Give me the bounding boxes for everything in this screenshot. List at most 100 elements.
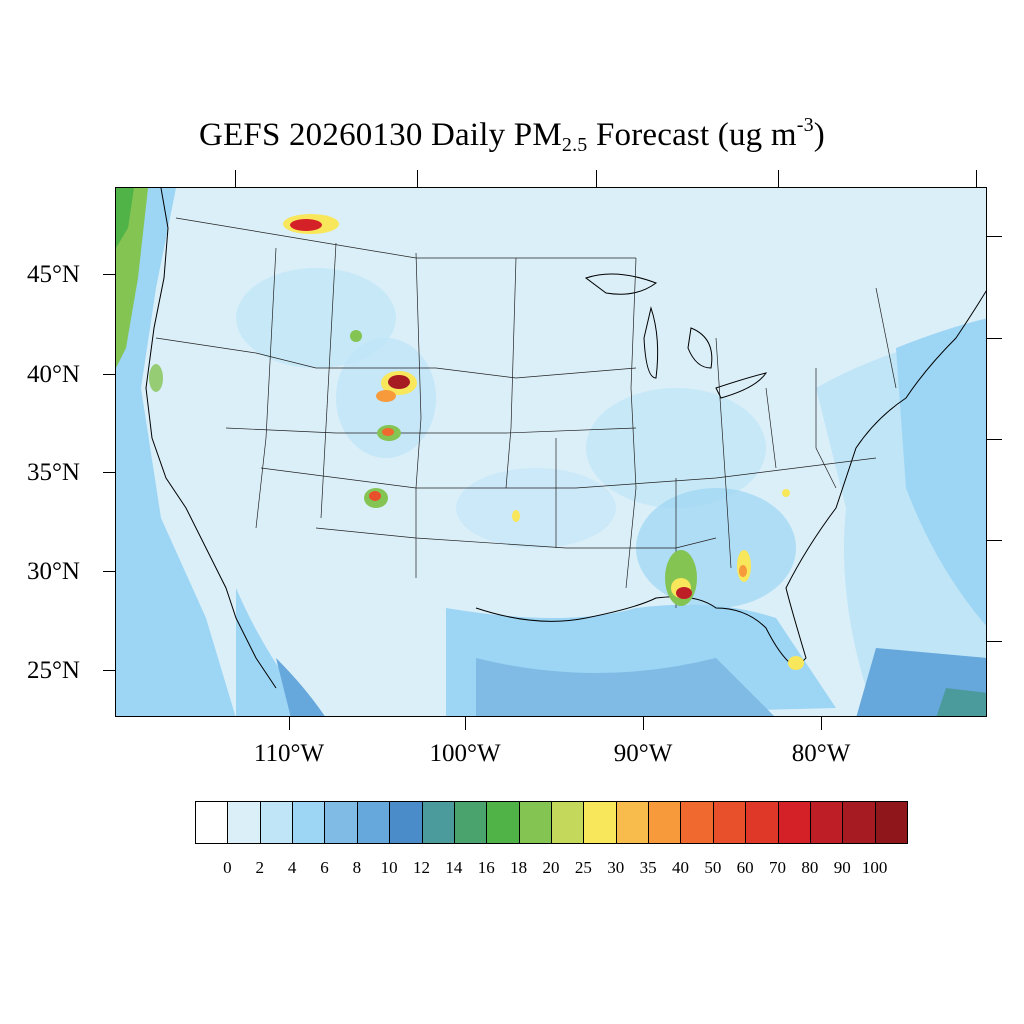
lon-tick-100 [465, 717, 466, 730]
colorbar-label: 2 [255, 858, 264, 877]
interior-patch-2 [456, 468, 616, 548]
colorbar-swatch [195, 801, 229, 844]
colorbar-label: 40 [671, 858, 689, 877]
top-tick-1 [235, 170, 236, 187]
colorbar-label: 70 [769, 858, 787, 877]
colorbar-label: 25 [574, 858, 592, 877]
colorbar-label: 50 [704, 858, 722, 877]
colorbar-swatch [292, 801, 326, 844]
gulf-of-california [236, 588, 315, 716]
colorbar-swatch [453, 801, 488, 844]
colorbar [195, 801, 908, 845]
colorbar-label: 30 [607, 858, 625, 877]
colorbar-label: 35 [639, 858, 657, 877]
colorbar-label: 14 [445, 858, 463, 877]
lat-tick-25 [103, 670, 115, 671]
lake-huron [687, 327, 713, 369]
colorbar-swatch [745, 801, 779, 844]
map-canvas [116, 188, 986, 716]
lat-tick-40 [103, 374, 115, 375]
top-tick-5 [976, 170, 977, 187]
colorbar-label: 80 [801, 858, 819, 877]
colorbar-label: 16 [477, 858, 495, 877]
hotspot-california [149, 364, 163, 392]
colorbar-swatch [809, 801, 844, 844]
lon-tick-90 [643, 717, 644, 730]
pm25-map [115, 187, 987, 717]
map-title: GEFS 20260130 Daily PM2.5 Forecast (ug m… [199, 114, 825, 156]
right-tick-3 [987, 439, 1002, 440]
lat-tick-45 [103, 274, 115, 275]
gulf-atlantic-coastline [475, 290, 986, 669]
lat-tick-35 [103, 472, 115, 473]
colorbar-label: 90 [833, 858, 851, 877]
colorbar-swatch [551, 801, 585, 844]
atlantic-teal [936, 688, 986, 716]
colorbar-swatch [680, 801, 714, 844]
colorbar-label: 8 [352, 858, 362, 877]
colorbar-label: 100 [861, 858, 888, 877]
right-tick-4 [987, 540, 1002, 541]
hotspot-nm-core [369, 491, 381, 501]
right-tick-2 [987, 338, 1002, 339]
hotspot-denver [376, 390, 396, 402]
state-boundaries [155, 217, 897, 608]
colorbar-swatch [324, 801, 358, 844]
colorbar-label: 10 [380, 858, 398, 877]
right-tick-5 [987, 641, 1002, 642]
pacific-coastline [145, 188, 277, 689]
lat-label-35: 35°N [26, 459, 80, 486]
lat-label-30: 30°N [26, 558, 80, 585]
gulf-of-california-deep [276, 658, 325, 716]
hotspot-co-springs-core [382, 428, 394, 436]
colorbar-swatch [259, 801, 294, 844]
lake-erie [715, 372, 768, 399]
colorbar-label: 0 [223, 858, 232, 877]
colorbar-swatch [874, 801, 908, 844]
colorbar-swatch [648, 801, 682, 844]
pacific-offshore-band [116, 188, 236, 716]
lon-tick-110 [289, 717, 290, 730]
lon-label-100: 100°W [429, 740, 501, 767]
lon-label-110: 110°W [253, 740, 325, 767]
lat-label-25: 25°N [26, 657, 80, 684]
lat-tick-30 [103, 571, 115, 572]
colorbar-label: 18 [510, 858, 528, 877]
colorbar-swatch [712, 801, 747, 844]
hotspot-mobile-core [676, 587, 692, 599]
hotspot-wyoming [350, 330, 362, 342]
interior-patch-1 [236, 268, 396, 368]
hotspot-montana-core [290, 219, 322, 231]
top-tick-2 [417, 170, 418, 187]
lon-label-80: 80°W [791, 740, 851, 767]
pacific-smoke-dark-green [116, 188, 134, 248]
top-tick-4 [778, 170, 779, 187]
colorbar-swatch [389, 801, 423, 844]
lat-label-40: 40°N [26, 361, 80, 388]
lake-michigan [643, 306, 659, 379]
colorbar-swatch [421, 801, 455, 844]
colorbar-label: 4 [287, 858, 297, 877]
colorbar-swatch [842, 801, 876, 844]
hotspot-carolina [782, 489, 790, 497]
colorbar-label: 12 [413, 858, 431, 877]
colorbar-label: 20 [542, 858, 560, 877]
atlantic-offshore-band [896, 318, 986, 626]
hotspot-georgia-core [739, 565, 747, 577]
colorbar-swatch [356, 801, 391, 844]
colorbar-label: 60 [736, 858, 754, 877]
top-tick-3 [596, 170, 597, 187]
colorbar-swatch [486, 801, 520, 844]
hotspot-oklahoma [512, 510, 520, 522]
hotspot-florida [788, 656, 804, 670]
lat-label-45: 45°N [26, 261, 80, 288]
colorbar-swatch [583, 801, 617, 844]
colorbar-swatch [227, 801, 261, 844]
lake-superior [584, 273, 658, 295]
colorbar-swatch [777, 801, 811, 844]
lon-label-90: 90°W [613, 740, 673, 767]
colorbar-label: 6 [320, 858, 329, 877]
hotspot-colorado-core [388, 375, 410, 389]
colorbar-swatch [518, 801, 552, 844]
gulf-deep [476, 658, 774, 716]
